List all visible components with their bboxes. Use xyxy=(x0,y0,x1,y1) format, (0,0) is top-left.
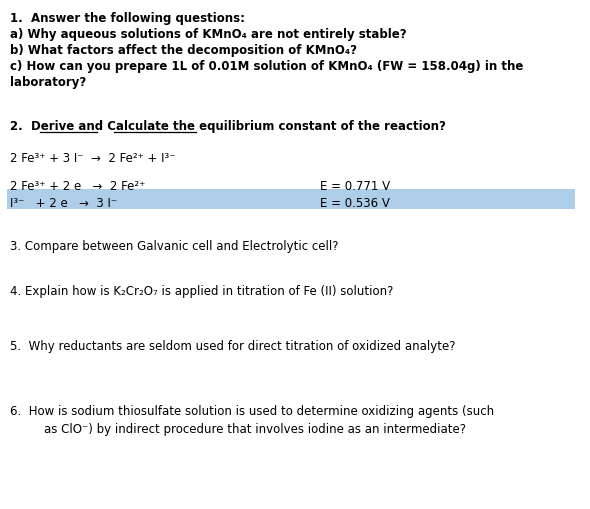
Bar xyxy=(7,190,575,210)
Text: 3. Compare between Galvanic cell and Electrolytic cell?: 3. Compare between Galvanic cell and Ele… xyxy=(10,240,339,252)
Text: 4. Explain how is K₂Cr₂O₇ is applied in titration of Fe (II) solution?: 4. Explain how is K₂Cr₂O₇ is applied in … xyxy=(10,285,394,297)
Text: 6.  How is sodium thiosulfate solution is used to determine oxidizing agents (su: 6. How is sodium thiosulfate solution is… xyxy=(10,404,494,417)
Text: 2 Fe³⁺ + 3 I⁻  →  2 Fe²⁺ + I³⁻: 2 Fe³⁺ + 3 I⁻ → 2 Fe²⁺ + I³⁻ xyxy=(10,152,175,165)
Text: I³⁻   + 2 e   →  3 I⁻: I³⁻ + 2 e → 3 I⁻ xyxy=(10,196,117,210)
Text: 5.  Why reductants are seldom used for direct titration of oxidized analyte?: 5. Why reductants are seldom used for di… xyxy=(10,340,455,352)
Text: 2 Fe³⁺ + 2 e   →  2 Fe²⁺: 2 Fe³⁺ + 2 e → 2 Fe²⁺ xyxy=(10,180,145,192)
Text: 2.  Derive and Calculate the equilibrium constant of the reaction?: 2. Derive and Calculate the equilibrium … xyxy=(10,120,446,133)
Text: 1.  Answer the following questions:: 1. Answer the following questions: xyxy=(10,12,245,25)
Text: E = 0.771 V: E = 0.771 V xyxy=(320,180,390,192)
Text: a) Why aqueous solutions of KMnO₄ are not entirely stable?: a) Why aqueous solutions of KMnO₄ are no… xyxy=(10,28,407,41)
Text: b) What factors affect the decomposition of KMnO₄?: b) What factors affect the decomposition… xyxy=(10,44,357,57)
Text: E = 0.536 V: E = 0.536 V xyxy=(320,196,390,210)
Text: c) How can you prepare 1L of 0.01M solution of KMnO₄ (FW = 158.04g) in the: c) How can you prepare 1L of 0.01M solut… xyxy=(10,60,523,73)
Text: as ClO⁻) by indirect procedure that involves iodine as an intermediate?: as ClO⁻) by indirect procedure that invo… xyxy=(44,422,466,435)
Text: laboratory?: laboratory? xyxy=(10,76,86,89)
